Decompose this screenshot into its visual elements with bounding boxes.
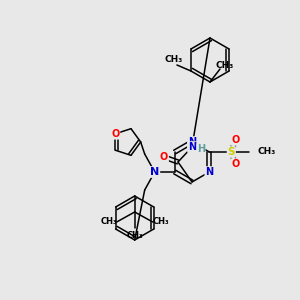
- Text: O: O: [160, 152, 168, 162]
- Text: CH₃: CH₃: [152, 218, 169, 226]
- Text: O: O: [111, 129, 119, 139]
- Text: CH₃: CH₃: [100, 218, 117, 226]
- Text: CH₃: CH₃: [216, 61, 234, 70]
- Text: CH₃: CH₃: [165, 56, 183, 64]
- Text: N: N: [188, 142, 196, 152]
- Text: S: S: [228, 147, 235, 157]
- Text: O: O: [231, 159, 239, 169]
- Text: H: H: [197, 144, 205, 154]
- Text: N: N: [205, 167, 213, 177]
- Text: O: O: [231, 135, 239, 145]
- Text: CH₃: CH₃: [126, 230, 143, 239]
- Text: N: N: [150, 167, 159, 177]
- Text: CH₃: CH₃: [257, 148, 276, 157]
- Text: N: N: [188, 137, 196, 147]
